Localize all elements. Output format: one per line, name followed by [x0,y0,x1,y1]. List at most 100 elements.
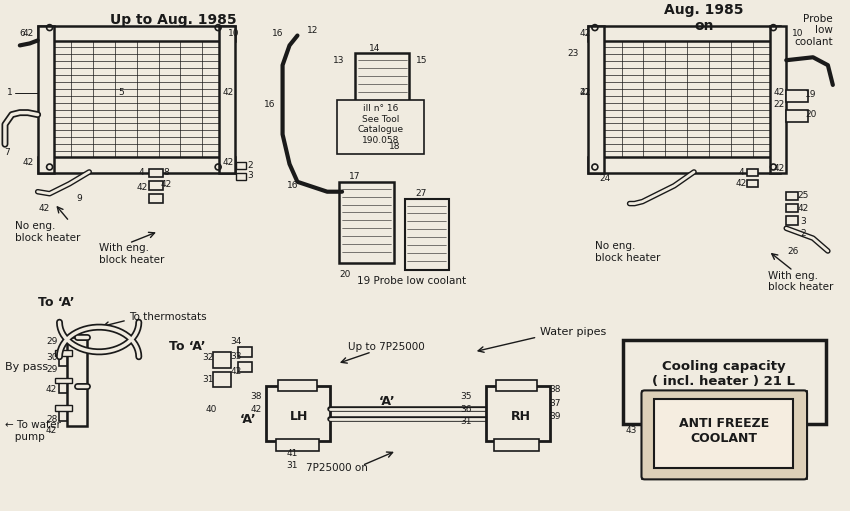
Text: 18: 18 [388,142,400,151]
FancyBboxPatch shape [590,28,779,166]
Text: 10: 10 [229,29,240,38]
Text: 42: 42 [736,179,747,188]
FancyBboxPatch shape [149,181,162,190]
Text: 9: 9 [76,194,82,203]
FancyBboxPatch shape [40,28,233,166]
FancyBboxPatch shape [588,26,780,41]
Text: 16: 16 [286,181,298,190]
Text: To ‘A’: To ‘A’ [168,340,205,354]
FancyBboxPatch shape [236,173,246,180]
Text: 42: 42 [22,157,33,167]
Text: 42: 42 [46,385,57,394]
Text: 20: 20 [339,270,351,279]
Text: 33: 33 [230,352,241,361]
Text: 42: 42 [223,157,234,167]
Text: 14: 14 [369,44,381,53]
Text: 29: 29 [46,365,57,374]
Text: 10: 10 [792,29,804,38]
Text: No eng.
block heater: No eng. block heater [595,241,660,263]
Text: 1: 1 [7,88,13,98]
Text: 3: 3 [800,217,806,226]
Text: 31: 31 [460,416,472,426]
Text: 22: 22 [774,100,785,109]
FancyBboxPatch shape [496,380,537,391]
FancyBboxPatch shape [494,439,540,451]
FancyBboxPatch shape [219,26,235,173]
Text: 24: 24 [599,174,610,183]
Text: 35: 35 [460,392,472,401]
Text: 38: 38 [549,385,561,394]
FancyBboxPatch shape [149,169,162,177]
Text: 42: 42 [774,88,785,98]
Text: No eng.
block heater: No eng. block heater [14,221,80,243]
Text: 25: 25 [797,191,809,200]
Text: 42: 42 [797,204,808,213]
FancyBboxPatch shape [588,26,604,173]
FancyBboxPatch shape [786,110,808,122]
Text: 42: 42 [580,29,591,38]
Text: 19 Probe low coolant: 19 Probe low coolant [357,275,466,286]
Text: 16: 16 [272,29,283,38]
Text: 38: 38 [250,392,262,401]
Text: 30: 30 [46,353,57,362]
Text: 42: 42 [230,367,241,376]
FancyBboxPatch shape [746,180,758,187]
FancyBboxPatch shape [786,217,798,225]
Text: 7: 7 [4,148,10,157]
FancyBboxPatch shape [642,390,807,479]
Text: 42: 42 [223,88,234,98]
Text: 4: 4 [139,169,145,177]
Text: Water pipes: Water pipes [541,327,607,337]
Text: To ‘A’: To ‘A’ [37,296,74,309]
Text: 17: 17 [349,172,360,181]
FancyBboxPatch shape [786,192,798,200]
FancyBboxPatch shape [266,386,330,441]
FancyBboxPatch shape [238,362,252,371]
Text: ← To water
   pump: ← To water pump [5,420,61,442]
FancyBboxPatch shape [275,439,320,451]
Text: 42: 42 [136,183,147,192]
Text: Up to Aug. 1985: Up to Aug. 1985 [110,13,237,27]
Text: 5: 5 [118,88,124,98]
Text: 42: 42 [46,426,57,435]
Text: 26: 26 [787,246,799,256]
Text: With eng.
block heater: With eng. block heater [768,271,834,292]
Text: RH: RH [511,410,530,423]
Text: 42: 42 [774,165,785,173]
Text: Probe
low
coolant: Probe low coolant [794,14,833,47]
Text: 31: 31 [202,375,214,384]
FancyBboxPatch shape [213,371,231,387]
Text: 32: 32 [202,353,214,362]
Text: 41: 41 [286,449,298,458]
Text: 42: 42 [580,88,591,98]
FancyBboxPatch shape [405,199,449,270]
Text: 21: 21 [580,88,591,98]
FancyBboxPatch shape [213,352,231,367]
Text: 19: 19 [805,90,817,99]
Text: 16: 16 [264,100,275,109]
Text: To thermostats: To thermostats [129,312,207,322]
Text: 29: 29 [46,337,57,346]
Text: 28: 28 [46,414,57,424]
FancyBboxPatch shape [588,157,780,173]
FancyBboxPatch shape [770,26,786,173]
Text: 2: 2 [801,229,806,238]
FancyBboxPatch shape [54,350,72,356]
FancyBboxPatch shape [60,352,67,366]
FancyBboxPatch shape [60,407,67,421]
Text: Cooling capacity
( incl. heater ) 21 L: Cooling capacity ( incl. heater ) 21 L [652,360,796,388]
FancyBboxPatch shape [339,182,394,263]
FancyBboxPatch shape [60,380,67,393]
FancyBboxPatch shape [654,399,793,469]
Text: With eng.
block heater: With eng. block heater [99,243,165,265]
FancyBboxPatch shape [786,203,798,213]
Text: ‘A’: ‘A’ [240,412,256,426]
Text: 27: 27 [416,189,427,198]
Text: 23: 23 [568,49,579,58]
Text: 34: 34 [230,337,241,346]
Text: 39: 39 [549,411,561,421]
Text: 42: 42 [161,180,173,189]
Text: 20: 20 [805,110,817,119]
Text: 6: 6 [19,29,25,38]
FancyBboxPatch shape [37,157,235,173]
